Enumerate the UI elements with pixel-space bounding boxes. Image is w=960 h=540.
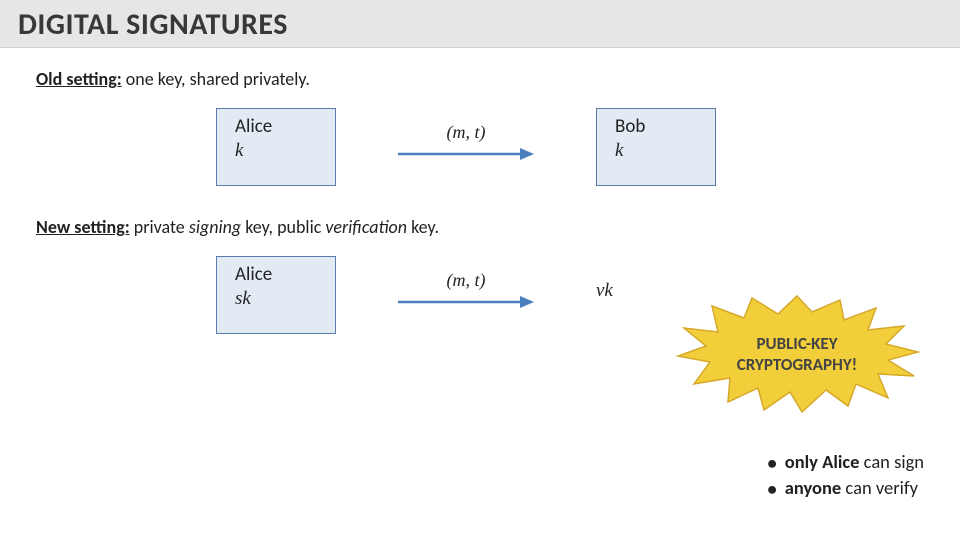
bullet-1-bold: only Alice xyxy=(785,450,860,473)
new-setting-text: New setting: private signing key, public… xyxy=(36,216,924,238)
message-label-new: (m, t) xyxy=(447,270,486,291)
bullet-dot-icon: • xyxy=(768,476,777,502)
new-setting-i2: verification xyxy=(325,216,407,238)
arrow-new: (m, t) xyxy=(396,256,536,311)
bob-key-old: k xyxy=(615,140,697,162)
bullet-2: • anyone can verify xyxy=(768,476,924,502)
new-setting-r2: key, public xyxy=(241,216,325,238)
alice-key-old: k xyxy=(235,140,317,162)
old-setting-label: Old setting: xyxy=(36,68,122,90)
alice-key-new: sk xyxy=(235,288,317,310)
alice-box-old: Alice k xyxy=(216,108,336,186)
content-area: Old setting: one key, shared privately. … xyxy=(0,48,960,384)
starburst-line2: CRYPTOGRAPHY! xyxy=(737,354,857,375)
arrow-icon xyxy=(396,145,536,163)
new-setting-r3: key. xyxy=(407,216,439,238)
bullet-list: • only Alice can sign • anyone can verif… xyxy=(768,450,924,502)
bullet-1-rest: can sign xyxy=(859,450,924,473)
starburst-text: PUBLIC-KEY CRYPTOGRAPHY! xyxy=(672,294,922,414)
bob-name-old: Bob xyxy=(615,115,697,138)
old-setting-rest: one key, shared privately. xyxy=(122,68,310,90)
bullet-dot-icon: • xyxy=(768,450,777,476)
bob-box-old: Bob k xyxy=(596,108,716,186)
public-key-label: vk xyxy=(596,256,613,302)
bullet-1: • only Alice can sign xyxy=(768,450,924,476)
starburst: PUBLIC-KEY CRYPTOGRAPHY! xyxy=(672,294,922,414)
alice-name-new: Alice xyxy=(235,263,317,286)
alice-box-new: Alice sk xyxy=(216,256,336,334)
bullet-2-rest: can verify xyxy=(841,476,918,499)
new-setting-r1: private xyxy=(130,216,189,238)
new-setting-i1: signing xyxy=(189,216,241,238)
old-setting-diagram: Alice k (m, t) Bob k xyxy=(216,108,924,186)
alice-name-old: Alice xyxy=(235,115,317,138)
starburst-line1: PUBLIC-KEY xyxy=(756,333,837,354)
arrow-icon xyxy=(396,293,536,311)
page-title: DIGITAL SIGNATURES xyxy=(18,6,942,43)
bullet-2-bold: anyone xyxy=(785,476,841,499)
title-bar: DIGITAL SIGNATURES xyxy=(0,0,960,48)
arrow-old: (m, t) xyxy=(396,108,536,163)
message-label-old: (m, t) xyxy=(447,122,486,143)
new-setting-label: New setting: xyxy=(36,216,130,238)
old-setting-text: Old setting: one key, shared privately. xyxy=(36,68,924,90)
